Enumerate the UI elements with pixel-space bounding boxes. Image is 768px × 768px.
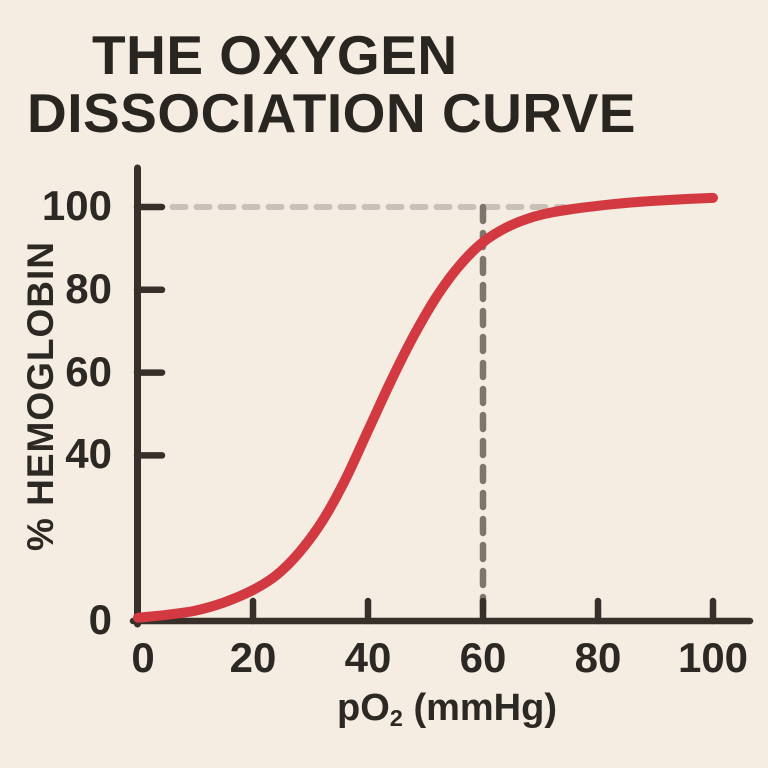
x-axis-title-base: pO — [337, 687, 390, 729]
x-tick-label-80: 80 — [574, 634, 622, 681]
y-tick-label-0: 0 — [88, 596, 112, 644]
tick-marks — [133, 203, 717, 625]
y-tick-label-100: 100 — [41, 182, 112, 230]
chart-title-line-1: THE OXYGEN — [92, 24, 458, 86]
x-axis-title-subscript: 2 — [389, 704, 403, 731]
y-tick-label-60: 60 — [65, 347, 112, 395]
chart-title-line-2: DISSOCIATION CURVE — [27, 82, 636, 144]
x-tick-label-60: 60 — [459, 634, 507, 681]
y-tick-label-40: 40 — [65, 430, 112, 478]
x-tick-label-20: 20 — [229, 634, 277, 681]
oxygen-dissociation-curve — [133, 192, 718, 623]
x-axis-title: pO2 (mmHg) — [337, 687, 557, 732]
data-series — [133, 192, 718, 623]
x-axis-title-suffix: (mmHg) — [402, 687, 557, 729]
axes — [129, 164, 754, 628]
x-tick-label-0: 0 — [131, 634, 155, 681]
x-tick-label-40: 40 — [344, 634, 392, 681]
y-tick-label-80: 80 — [65, 264, 112, 312]
x-tick-label-100: 100 — [677, 634, 749, 681]
reference-lines — [169, 203, 567, 622]
